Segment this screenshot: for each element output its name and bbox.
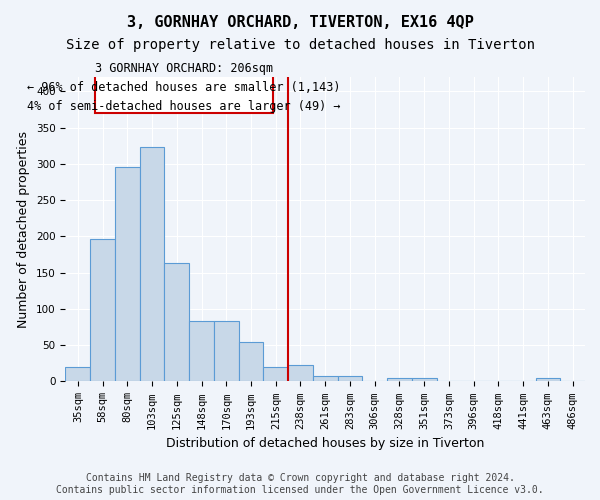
Bar (387, 378, 412, 382)
Bar (263, 367, 288, 382)
Bar (214, 321, 239, 382)
Bar (536, 378, 560, 382)
Bar (140, 147, 164, 382)
Bar (189, 321, 214, 382)
Bar (65, 367, 90, 382)
Bar (412, 378, 437, 382)
Text: 3, GORNHAY ORCHARD, TIVERTON, EX16 4QP: 3, GORNHAY ORCHARD, TIVERTON, EX16 4QP (127, 15, 473, 30)
Bar (115, 168, 140, 382)
Bar (164, 263, 189, 382)
X-axis label: Distribution of detached houses by size in Tiverton: Distribution of detached houses by size … (166, 437, 484, 450)
Bar (288, 366, 313, 382)
Bar (239, 342, 263, 382)
Bar (313, 376, 338, 382)
Bar (90, 238, 115, 382)
Text: Size of property relative to detached houses in Tiverton: Size of property relative to detached ho… (65, 38, 535, 52)
Text: 3 GORNHAY ORCHARD: 206sqm
← 96% of detached houses are smaller (1,143)
4% of sem: 3 GORNHAY ORCHARD: 206sqm ← 96% of detac… (28, 62, 341, 113)
FancyBboxPatch shape (95, 62, 273, 113)
Y-axis label: Number of detached properties: Number of detached properties (17, 130, 31, 328)
Bar (338, 376, 362, 382)
Text: Contains HM Land Registry data © Crown copyright and database right 2024.
Contai: Contains HM Land Registry data © Crown c… (56, 474, 544, 495)
